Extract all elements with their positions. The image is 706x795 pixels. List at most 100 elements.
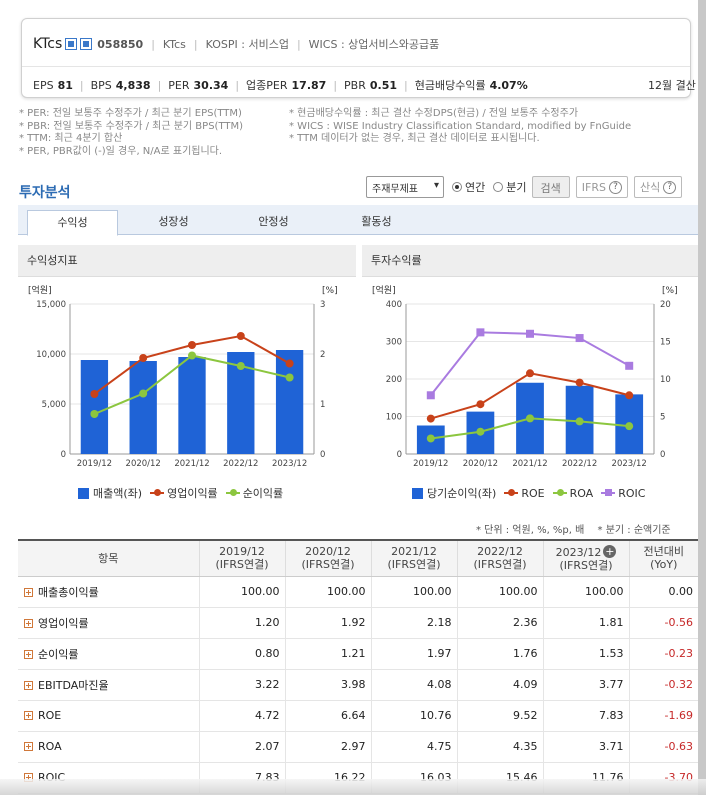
metric-label: PBR — [344, 78, 366, 92]
expand-plus-icon[interactable] — [24, 711, 33, 720]
formula-help-button[interactable]: 산식 ? — [633, 176, 683, 198]
annual-radio-label[interactable]: 연간 — [465, 181, 486, 194]
header-period: 2023/12 + (IFRS연결) — [542, 539, 629, 577]
x-tick-label: 2020/12 — [463, 459, 498, 469]
row-label: EBITDA마진율 — [38, 678, 109, 692]
expand-plus-icon[interactable] — [24, 742, 33, 751]
data-point — [139, 389, 148, 398]
data-point — [625, 391, 634, 400]
value-cell: 2.18 — [370, 607, 457, 639]
company-short: KTcs — [162, 37, 186, 51]
quarter-radio[interactable] — [493, 182, 504, 192]
row-label-cell[interactable]: 영업이익률 — [18, 607, 199, 639]
header-period: 2019/12 (IFRS연결) — [198, 539, 285, 577]
value-cell: 2.07 — [198, 731, 285, 763]
metric-label: 현금배당수익률 — [414, 79, 486, 92]
expand-plus-icon[interactable] — [24, 618, 33, 628]
expand-plus-icon[interactable] — [24, 587, 33, 597]
right-tick-label: 1 — [320, 400, 325, 410]
data-point — [426, 434, 435, 443]
x-tick-label: 2021/12 — [174, 459, 209, 469]
table-header-row: 항목 2019/12 (IFRS연결) 2020/12 (IFRS연결) 2021/12… — [18, 539, 698, 577]
divider: | — [151, 37, 155, 51]
expand-plus-icon[interactable] — [24, 680, 33, 690]
company-name: KTcs — [33, 36, 63, 52]
x-tick-label: 2023/12 — [612, 459, 647, 469]
statement-select[interactable]: 주재무제표 — [366, 176, 444, 198]
footnote-line: * TTM 데이터가 없는 경우, 최근 결산 데이터로 표시됩니다. — [289, 133, 540, 144]
left-tick-label: 400 — [386, 300, 402, 310]
header-sub: (YoY) — [650, 558, 678, 572]
value-cell: 3.22 — [198, 669, 285, 701]
investment-return-chart-panel: 투자수익률 [억원] [%] 0 0 100 5 200 10 300 15 400 20 2019/1… — [362, 245, 698, 507]
x-tick-label: 2019/12 — [77, 459, 112, 469]
tab-stability[interactable]: 안정성 — [258, 215, 289, 228]
row-label-cell[interactable]: ROA — [18, 731, 199, 763]
header-sub: (IFRS연결) — [387, 558, 441, 572]
value-cell: 0.80 — [198, 638, 285, 670]
settlement-month: 12월 결산 — [648, 79, 696, 92]
divider: | — [193, 37, 198, 51]
analysis-controls: 주재무제표 연간 분기 검색 IFRS ? 산식 ? — [366, 176, 683, 198]
data-point — [426, 414, 435, 423]
row-label: ROA — [38, 740, 62, 753]
table-row: 영업이익률 1.20 1.92 2.18 2.36 1.81 -0.56 — [18, 607, 698, 639]
header-item: 항목 — [18, 539, 199, 577]
value-cell: 100.00 — [198, 576, 285, 608]
legend-label: 당기순이익(좌) — [427, 487, 497, 500]
header-year: 2020/12 — [305, 545, 351, 559]
divider: | — [296, 37, 301, 51]
report-icon[interactable] — [80, 38, 93, 50]
home-icon[interactable] — [65, 38, 78, 50]
help-icon: ? — [608, 180, 622, 194]
left-tick-label: 0 — [397, 450, 402, 460]
row-label-cell[interactable]: 순이익률 — [18, 638, 199, 670]
data-point — [90, 390, 99, 398]
value-cell: 1.81 — [542, 607, 629, 639]
data-point — [236, 332, 245, 340]
tab-growth[interactable]: 성장성 — [158, 215, 189, 228]
annual-radio[interactable] — [452, 182, 462, 192]
legend-marker — [78, 487, 89, 499]
expand-plus-icon[interactable] — [24, 649, 33, 659]
tab-activity[interactable]: 활동성 — [361, 215, 392, 228]
quarter-radio-label[interactable]: 분기 — [506, 181, 527, 194]
data-point — [236, 362, 245, 370]
row-label-cell[interactable]: ROE — [18, 700, 199, 732]
profitability-chart-panel: 수익성지표 [억원] [%] 0 0 5,000 1 10,000 2 15,000 3 2019/… — [18, 245, 356, 507]
yoy-cell: -0.32 — [628, 669, 698, 701]
header-sub: (IFRS연결) — [215, 558, 269, 572]
tab-profitability[interactable]: 수익성 — [27, 210, 118, 236]
quarter-note-text: * 분기 : 순액기준 — [597, 525, 671, 536]
metric-value: 81 — [57, 78, 73, 92]
table-row: 매출총이익률 100.00 100.00 100.00 100.00 100.00 0.00 — [18, 576, 698, 608]
ifrs-help-button[interactable]: IFRS ? — [575, 176, 628, 198]
data-point — [188, 351, 196, 360]
row-label-cell[interactable]: EBITDA마진율 — [18, 669, 199, 701]
header-year: 전년대비 — [643, 545, 684, 559]
formula-label: 산식 — [639, 181, 661, 194]
data-point — [575, 334, 584, 343]
right-tick-label: 10 — [660, 375, 671, 385]
chart-title: 투자수익률 — [362, 245, 698, 277]
data-point — [476, 328, 485, 337]
search-button[interactable]: 검색 — [531, 176, 570, 198]
footnote-line: * WICS : WISE Industry Classification St… — [289, 120, 632, 132]
metric-value: 4.07% — [489, 78, 528, 92]
chart-legend: 당기순이익(좌) ROE ROA ROIC — [412, 485, 645, 501]
divider: | — [157, 78, 162, 92]
add-column-icon[interactable]: + — [603, 544, 617, 558]
legend-label: ROE — [521, 486, 545, 500]
metric-value: 30.34 — [193, 78, 229, 92]
legend-label: 순이익률 — [242, 487, 284, 500]
right-tick-label: 5 — [660, 413, 665, 423]
footnote-line: * PER: 전일 보통주 수정주가 / 최근 분기 EPS(TTM) — [19, 108, 242, 119]
market-sector: KOSPI : 서비스업 — [205, 38, 289, 51]
header-period: 2021/12 (IFRS연결) — [370, 539, 457, 577]
value-cell: 1.76 — [456, 638, 543, 670]
row-label-cell[interactable]: 매출총이익률 — [18, 576, 199, 608]
footnote-line: * TTM: 최근 4분기 합산 — [19, 133, 123, 144]
value-cell: 100.00 — [370, 576, 457, 608]
left-tick-label: 200 — [386, 375, 402, 385]
value-cell: 2.36 — [456, 607, 543, 639]
